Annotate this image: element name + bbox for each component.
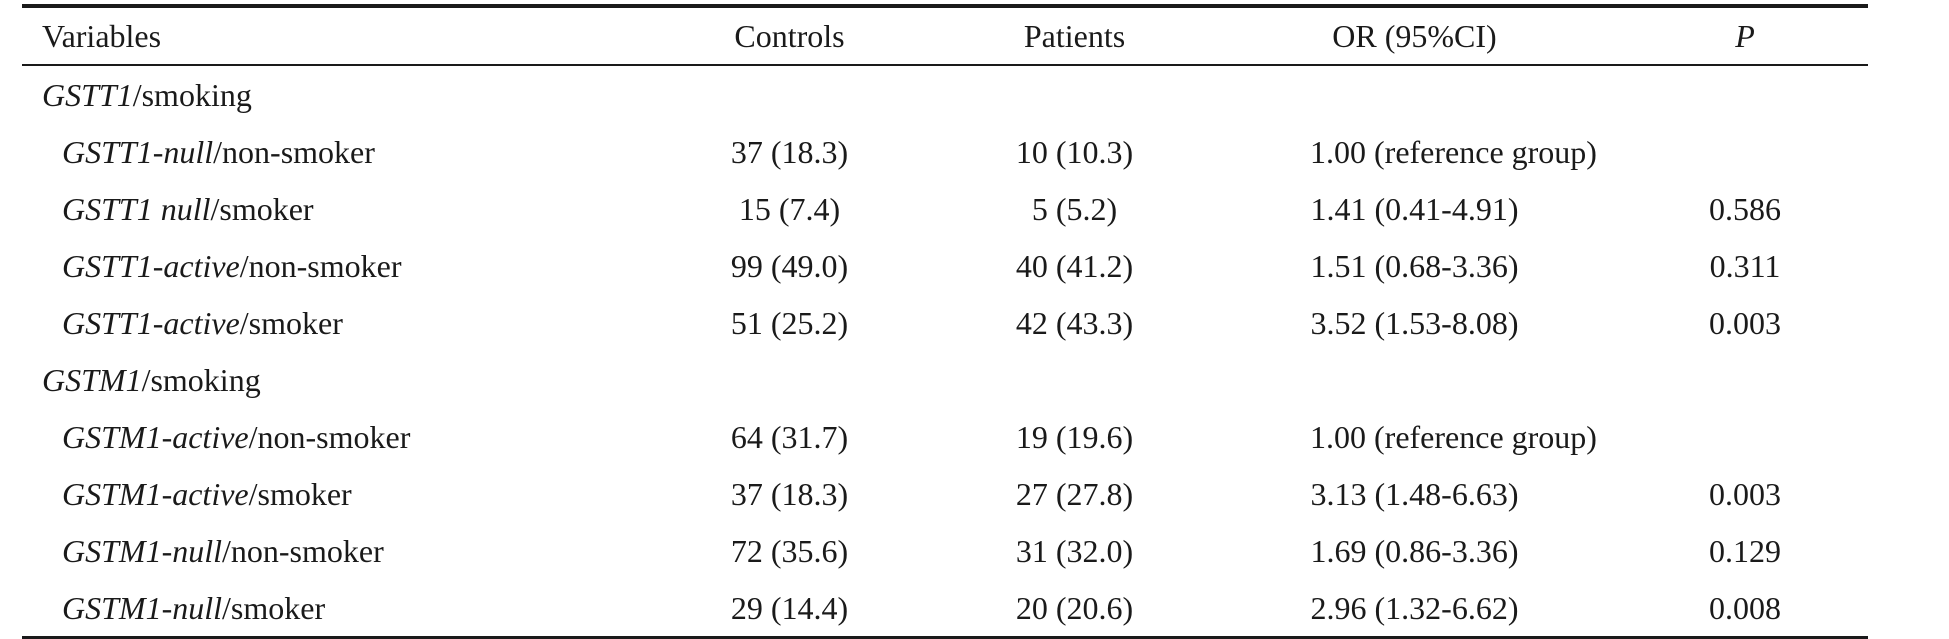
variable-cell: GSTM1-active/non-smoker: [22, 408, 647, 465]
table-row: GSTT1-null/non-smoker 37 (18.3) 10 (10.3…: [22, 123, 1868, 180]
group-suffix: /smoking: [132, 76, 252, 113]
header-or: OR (95%CI): [1332, 18, 1497, 54]
smoking-status: /non-smoker: [213, 133, 375, 170]
or-cell: 2.96 (1.32-6.62): [1310, 589, 1519, 626]
table-row: GSTM1-null/smoker 29 (14.4) 20 (20.6) 2.…: [22, 579, 1868, 638]
controls-cell: 15 (7.4): [738, 190, 841, 227]
patients-cell: 40 (41.2): [1015, 247, 1134, 284]
table-row: GSTT1-active/smoker 51 (25.2) 42 (43.3) …: [22, 294, 1868, 351]
p-cell: [1622, 123, 1868, 180]
variable-cell: GSTT1 null/smoker: [22, 180, 647, 237]
smoking-status: /smoker: [222, 589, 326, 626]
genotype-label: GSTT1 null: [62, 190, 211, 227]
header-patients: Patients: [1023, 18, 1126, 54]
data-table-container: Variables Controls Patients OR (95%CI) P…: [22, 4, 1868, 639]
or-cell: 1.41 (0.41-4.91): [1310, 190, 1519, 227]
smoking-status: /smoker: [210, 190, 314, 227]
genotype-label: GSTM1-null: [62, 589, 222, 626]
p-cell: 0.129: [1709, 532, 1781, 569]
p-cell: 0.311: [1709, 247, 1781, 284]
genotype-label: GSTM1-null: [62, 532, 222, 569]
controls-cell: 37 (18.3): [730, 475, 849, 512]
table-body: GSTT1/smoking GSTT1-null/non-smoker 37 (…: [22, 65, 1868, 638]
or-cell: 1.00 (reference group): [1310, 133, 1597, 170]
table-row: GSTM1-active/non-smoker 64 (31.7) 19 (19…: [22, 408, 1868, 465]
group-suffix: /smoking: [141, 361, 261, 398]
smoking-status: /smoker: [239, 304, 343, 341]
group-label: GSTT1/smoking: [22, 65, 1868, 123]
group-row-gstm1: GSTM1/smoking: [22, 351, 1868, 408]
table-row: GSTM1-active/smoker 37 (18.3) 27 (27.8) …: [22, 465, 1868, 522]
p-cell: 0.008: [1709, 589, 1781, 626]
p-cell: 0.003: [1709, 304, 1781, 341]
or-cell: 1.00 (reference group): [1310, 418, 1597, 455]
variable-cell: GSTM1-null/non-smoker: [22, 522, 647, 579]
group-row-gstt1: GSTT1/smoking: [22, 65, 1868, 123]
patients-cell: 19 (19.6): [1015, 418, 1134, 455]
p-cell: [1622, 408, 1868, 465]
controls-cell: 72 (35.6): [730, 532, 849, 569]
controls-cell: 51 (25.2): [730, 304, 849, 341]
table-row: GSTM1-null/non-smoker 72 (35.6) 31 (32.0…: [22, 522, 1868, 579]
or-cell: 1.51 (0.68-3.36): [1310, 247, 1519, 284]
variable-cell: GSTT1-active/smoker: [22, 294, 647, 351]
controls-cell: 37 (18.3): [730, 133, 849, 170]
group-gene: GSTM1: [42, 361, 142, 398]
or-cell: 1.69 (0.86-3.36): [1310, 532, 1519, 569]
variable-cell: GSTT1-null/non-smoker: [22, 123, 647, 180]
header-p: P: [1735, 18, 1755, 54]
patients-cell: 27 (27.8): [1015, 475, 1134, 512]
group-label: GSTM1/smoking: [22, 351, 1868, 408]
genotype-label: GSTM1-active: [62, 418, 249, 455]
table-row: GSTT1 null/smoker 15 (7.4) 5 (5.2) 1.41 …: [22, 180, 1868, 237]
p-cell: 0.586: [1709, 190, 1781, 227]
controls-cell: 99 (49.0): [730, 247, 849, 284]
patients-cell: 5 (5.2): [1031, 190, 1118, 227]
p-cell: 0.003: [1709, 475, 1781, 512]
patients-cell: 42 (43.3): [1015, 304, 1134, 341]
variable-cell: GSTM1-active/smoker: [22, 465, 647, 522]
smoking-status: /non-smoker: [248, 418, 411, 455]
smoking-status: /smoker: [248, 475, 352, 512]
genotype-label: GSTT1-null: [62, 133, 214, 170]
header-row: Variables Controls Patients OR (95%CI) P: [22, 6, 1868, 65]
smoking-status: /non-smoker: [239, 247, 402, 284]
group-gene: GSTT1: [42, 76, 133, 113]
variable-cell: GSTM1-null/smoker: [22, 579, 647, 638]
controls-cell: 64 (31.7): [730, 418, 849, 455]
genotype-label: GSTT1-active: [62, 304, 240, 341]
genotype-label: GSTM1-active: [62, 475, 249, 512]
or-cell: 3.13 (1.48-6.63): [1310, 475, 1519, 512]
smoking-status: /non-smoker: [222, 532, 384, 569]
header-variables: Variables: [42, 18, 162, 54]
patients-cell: 10 (10.3): [1015, 133, 1134, 170]
controls-cell: 29 (14.4): [730, 589, 849, 626]
genotype-smoking-table: Variables Controls Patients OR (95%CI) P…: [22, 4, 1868, 639]
patients-cell: 31 (32.0): [1015, 532, 1134, 569]
or-cell: 3.52 (1.53-8.08): [1310, 304, 1519, 341]
header-controls: Controls: [734, 18, 845, 54]
table-row: GSTT1-active/non-smoker 99 (49.0) 40 (41…: [22, 237, 1868, 294]
table-header: Variables Controls Patients OR (95%CI) P: [22, 6, 1868, 65]
genotype-label: GSTT1-active: [62, 247, 240, 284]
patients-cell: 20 (20.6): [1015, 589, 1134, 626]
variable-cell: GSTT1-active/non-smoker: [22, 237, 647, 294]
